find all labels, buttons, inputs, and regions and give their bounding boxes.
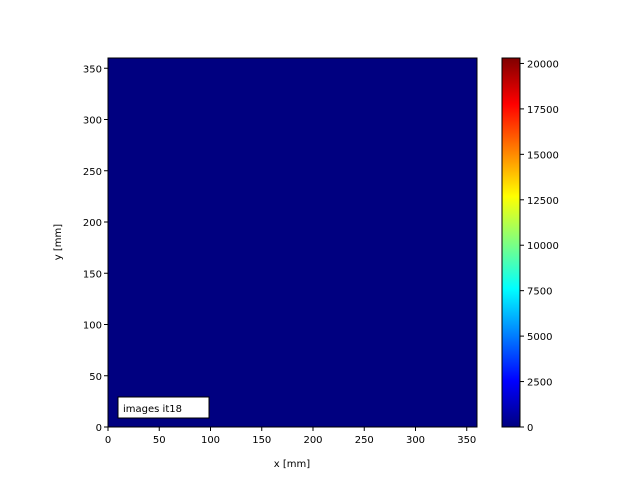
colorbar-tick-label: 12500 [527, 196, 559, 207]
y-axis-label: y [mm] [53, 224, 64, 260]
colorbar-tick-label: 2500 [527, 378, 552, 389]
y-tick-label: 250 [83, 167, 102, 178]
colorbar-gradient [501, 57, 521, 428]
colorbar-tick-label: 10000 [527, 241, 559, 252]
x-tick-label: 150 [252, 435, 271, 446]
colorbar-tick-label: 15000 [527, 150, 559, 161]
x-tick-label: 200 [303, 435, 322, 446]
colorbar-tick-label: 17500 [527, 105, 559, 116]
colorbar-tick-label: 7500 [527, 287, 552, 298]
y-tick-label: 50 [89, 372, 102, 383]
colorbar-tick-label: 5000 [527, 332, 552, 343]
x-axis-label: x [mm] [274, 459, 310, 470]
y-tick-label: 300 [83, 116, 102, 127]
y-tick-label: 350 [83, 64, 102, 75]
annotation-text: images it18 [123, 404, 182, 415]
plot-frame [107, 57, 478, 428]
y-tick-label: 0 [96, 423, 102, 434]
x-tick-label: 350 [457, 435, 476, 446]
annotation-box: images it18 [117, 396, 210, 419]
y-tick-label: 150 [83, 269, 102, 280]
x-tick-label: 300 [406, 435, 425, 446]
heatmap-cells [108, 58, 477, 427]
x-tick-label: 0 [105, 435, 111, 446]
y-tick-label: 100 [83, 321, 102, 332]
plot-area [107, 57, 478, 428]
colorbar [501, 57, 521, 428]
colorbar-ticks: 0 2500 5000 7500 10000 12500 15000 17500 20000 [520, 59, 559, 434]
x-tick-label: 100 [201, 435, 220, 446]
colorbar-tick-label: 0 [527, 423, 533, 434]
x-axis: 0 50 100 150 200 250 300 350 [105, 427, 476, 446]
x-tick-label: 250 [355, 435, 374, 446]
y-tick-label: 200 [83, 218, 102, 229]
x-tick-label: 50 [153, 435, 166, 446]
colorbar-tick-label: 20000 [527, 59, 559, 70]
y-axis: 0 50 100 150 200 250 300 350 [83, 64, 108, 434]
